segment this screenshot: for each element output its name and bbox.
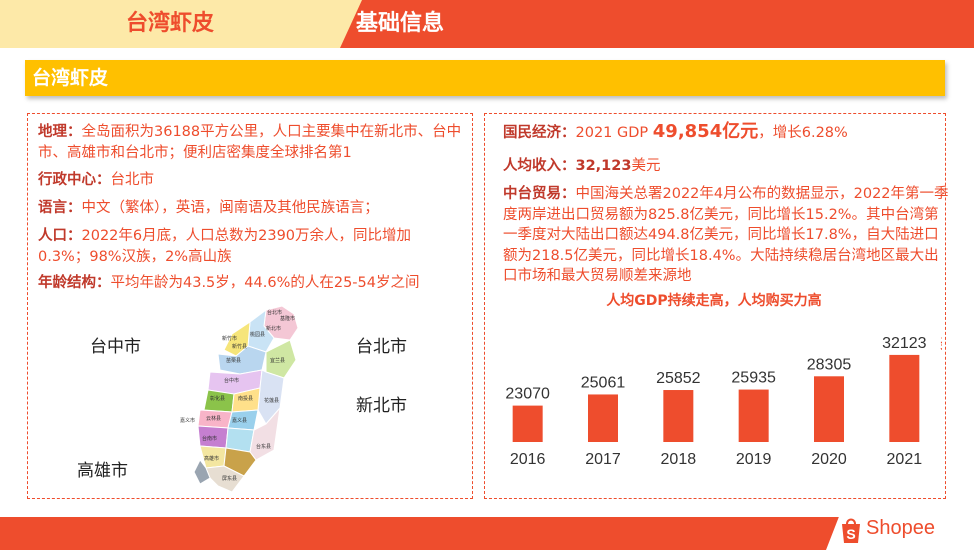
taiwan-map: 台北市 基隆市 新北市 桃园县 新竹市 新竹县 苗栗县 宜兰县 台中市 彰化县 … <box>180 305 299 493</box>
map-label-chiayi-city: 嘉义市 <box>180 417 195 424</box>
map-label-tainan: 台南市 <box>202 435 217 442</box>
chart-title: 人均GDP持续走高，人均购买力高 <box>606 293 822 309</box>
admin-text: 台北市 <box>110 172 155 188</box>
gdp-bar-chart: 23070 2016 25061 2017 25852 2018 25935 2019 2830… <box>505 334 942 468</box>
economy-label: 国民经济： <box>503 125 576 141</box>
section-title: 台湾虾皮 <box>32 67 109 89</box>
age-text: 平均年龄为43.5岁，44.6%的人在25-54岁之间 <box>110 275 420 291</box>
language-row: 语言：中文（繁体），英语，闽南语及其他民族语言； <box>38 198 468 219</box>
trade-row: 中台贸易：中国海关总署2022年4月公布的数据显示，2022年第一季度两岸进出口… <box>503 184 951 287</box>
map-label-kaohsiung: 高雄市 <box>204 455 219 462</box>
city-label-new-taipei: 新北市 <box>356 396 407 416</box>
x-tick-2017: 2017 <box>585 451 621 468</box>
city-label-kaohsiung: 高雄市 <box>77 461 128 481</box>
map-label-hsinchu-county: 新竹县 <box>232 343 247 350</box>
shopee-bag-icon: S <box>842 518 860 543</box>
income-value: 32,123 <box>575 158 632 174</box>
right-info-panel <box>484 113 946 499</box>
x-tick-2018: 2018 <box>661 451 697 468</box>
value-label-2020: 28305 <box>807 356 852 373</box>
value-label-2021: 32123 <box>882 335 927 352</box>
svg-text:S: S <box>846 526 855 542</box>
trade-text: 中国海关总署2022年4月公布的数据显示，2022年第一季度两岸进出口贸易额为8… <box>503 186 949 284</box>
header-left-band <box>0 0 380 48</box>
income-label: 人均收入： <box>503 158 576 174</box>
trade-label: 中台贸易： <box>503 186 576 202</box>
admin-row: 行政中心：台北市 <box>38 170 468 191</box>
map-label-taitung: 台东县 <box>256 443 271 450</box>
value-label-2017: 25061 <box>581 374 626 391</box>
admin-label: 行政中心： <box>38 172 111 188</box>
map-label-changhua: 彰化县 <box>210 395 225 402</box>
economy-row: 国民经济：2021 GDP 49,854亿元，增长6.28% <box>503 120 943 145</box>
map-label-hsinchu-city: 新竹市 <box>222 335 237 342</box>
map-label-nantou: 南投县 <box>238 395 253 402</box>
age-row: 年龄结构：平均年龄为43.5岁，44.6%的人在25-54岁之间 <box>38 273 468 294</box>
value-label-2016: 23070 <box>505 386 550 403</box>
economy-suffix: ，增长6.28% <box>758 125 848 141</box>
unit-label: 美元 <box>940 334 942 352</box>
shopee-logo-text: Shopee <box>866 517 935 539</box>
section-tab: 台湾虾皮 <box>125 11 214 36</box>
population-text: 2022年6月底，人口总数为2390万余人，同比增加0.3%；98%汉族，2%高… <box>38 228 412 265</box>
population-row: 人口：2022年6月底，人口总数为2390万余人，同比增加0.3%；98%汉族，… <box>38 226 458 268</box>
bar-2021 <box>889 354 920 442</box>
geography-text: 全岛面积为36188平方公里，人口主要集中在新北市、台中市、高雄市和台北市；便利… <box>38 124 462 161</box>
map-label-yunlin: 云林县 <box>206 415 221 422</box>
economy-prefix: 2021 GDP <box>575 125 653 141</box>
map-label-miaoli: 苗栗县 <box>226 358 241 364</box>
bar-2016 <box>512 405 543 442</box>
value-label-2018: 25852 <box>656 370 701 387</box>
x-tick-2019: 2019 <box>736 451 772 468</box>
value-label-2019: 25935 <box>731 370 776 387</box>
map-label-taipei-city: 台北市 <box>267 309 282 316</box>
language-label: 语言： <box>38 200 82 216</box>
map-label-pingtung: 屏东县 <box>222 475 237 482</box>
age-label: 年龄结构： <box>38 275 111 291</box>
bar-2020 <box>814 376 844 442</box>
geography-label: 地理： <box>38 124 82 140</box>
economy-value: 49,854亿元 <box>652 121 759 142</box>
section-bar <box>25 60 945 96</box>
income-row: 人均收入：32,123美元 <box>503 156 943 177</box>
map-label-yilan: 宜兰县 <box>270 357 285 364</box>
x-tick-2021: 2021 <box>887 451 923 468</box>
map-label-keelung: 基隆市 <box>280 315 295 322</box>
language-text: 中文（繁体），英语，闽南语及其他民族语言； <box>81 200 379 216</box>
bar-2018 <box>663 390 694 442</box>
population-label: 人口： <box>38 228 82 244</box>
map-label-new-taipei: 新北市 <box>266 325 281 332</box>
map-label-hualien: 花莲县 <box>264 397 279 404</box>
city-label-taichung: 台中市 <box>90 337 141 357</box>
x-tick-2016: 2016 <box>510 451 546 468</box>
map-label-taichung: 台中市 <box>224 377 239 384</box>
footer-bar <box>0 517 974 550</box>
geography-row: 地理：全岛面积为36188平方公里，人口主要集中在新北市、台中市、高雄市和台北市… <box>38 122 468 164</box>
city-label-taipei: 台北市 <box>356 337 407 357</box>
map-label-chiayi-county: 嘉义县 <box>232 417 247 424</box>
left-info-panel <box>27 113 473 499</box>
header-right-band <box>340 0 974 48</box>
page-title: 基础信息 <box>356 11 445 36</box>
x-tick-2020: 2020 <box>811 451 847 468</box>
bar-2017 <box>588 394 618 442</box>
bar-2019 <box>738 389 769 442</box>
income-unit: 美元 <box>631 158 661 174</box>
map-label-taoyuan: 桃园县 <box>250 331 265 338</box>
